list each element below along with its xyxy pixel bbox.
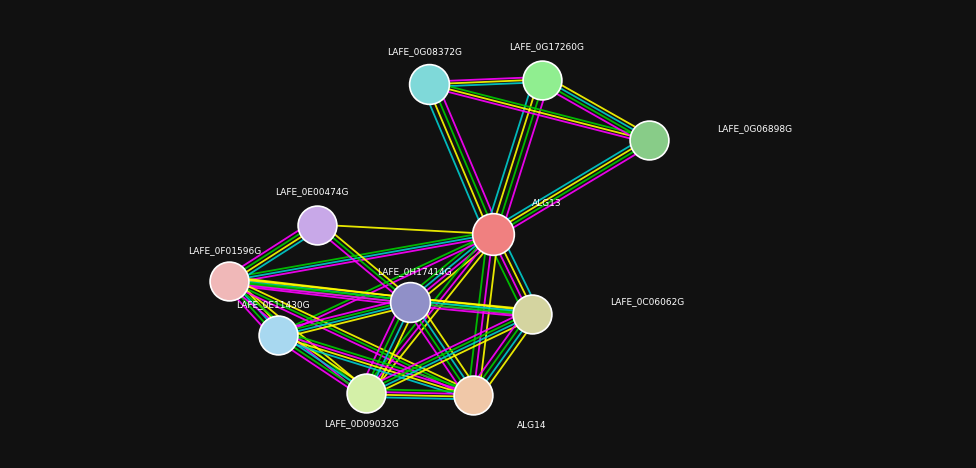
Text: LAFE_0H17414G: LAFE_0H17414G: [378, 267, 452, 276]
Point: [270, 331, 286, 338]
Text: ALG13: ALG13: [532, 199, 561, 208]
Point: [309, 221, 325, 228]
Text: LAFE_0E00474G: LAFE_0E00474G: [275, 187, 349, 197]
Point: [485, 230, 501, 238]
Point: [641, 137, 657, 144]
Point: [534, 76, 549, 83]
Point: [524, 310, 540, 317]
Point: [466, 392, 481, 399]
Text: LAFE_0F01596G: LAFE_0F01596G: [187, 246, 262, 255]
Point: [358, 389, 374, 397]
Point: [422, 80, 437, 88]
Text: ALG14: ALG14: [517, 421, 547, 431]
Point: [222, 277, 237, 285]
Text: LAFE_0G17260G: LAFE_0G17260G: [509, 42, 584, 51]
Text: LAFE_0C06062G: LAFE_0C06062G: [610, 297, 684, 307]
Text: LAFE_0D09032G: LAFE_0D09032G: [324, 419, 398, 428]
Point: [402, 298, 418, 306]
Text: LAFE_0E11430G: LAFE_0E11430G: [236, 300, 310, 309]
Text: LAFE_0G06898G: LAFE_0G06898G: [717, 124, 793, 133]
Text: LAFE_0G08372G: LAFE_0G08372G: [387, 47, 462, 56]
